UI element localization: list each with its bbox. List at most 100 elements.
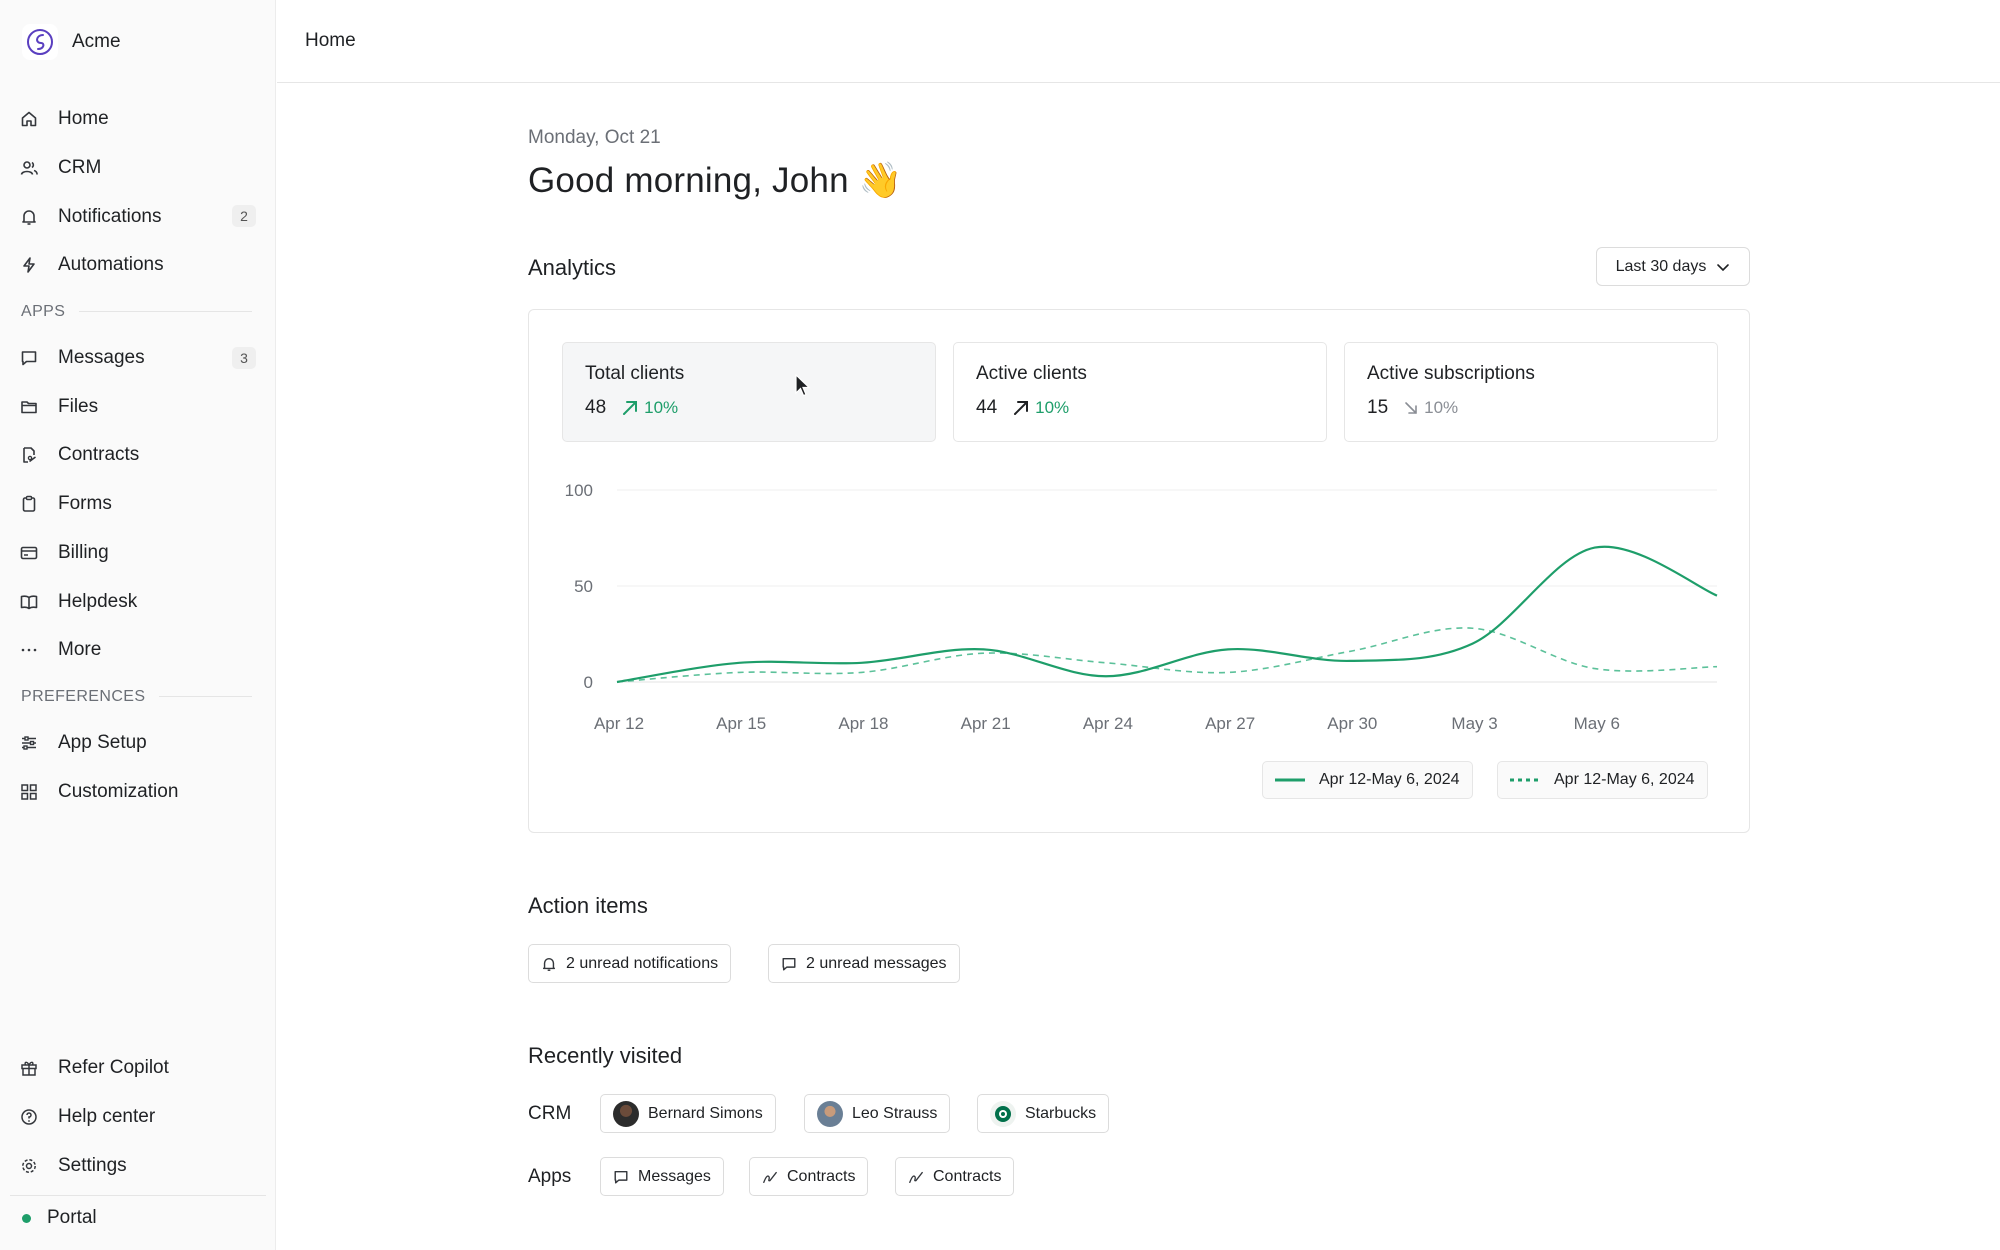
sidebar-item-contracts[interactable]: Contracts xyxy=(10,431,266,480)
unread-notifications-button[interactable]: 2 unread notifications xyxy=(528,944,732,983)
section-divider xyxy=(79,311,252,313)
sidebar-item-label: Home xyxy=(58,108,109,130)
signature-icon xyxy=(909,1171,923,1183)
apps-section-label: APPS xyxy=(10,290,266,334)
stat-label: Active clients xyxy=(976,363,1087,384)
sidebar-item-label: Forms xyxy=(58,493,112,515)
series-line-dashed xyxy=(616,627,1718,683)
sidebar-item-label: Automations xyxy=(58,254,164,276)
stat-label: Active subscriptions xyxy=(1367,363,1535,384)
sidebar-item-label: Settings xyxy=(58,1154,127,1176)
sliders-icon xyxy=(20,732,48,754)
legend-item-dashed[interactable]: Apr 12-May 6, 2024 xyxy=(1497,761,1708,799)
sidebar-item-settings[interactable]: Settings xyxy=(10,1141,266,1190)
section-label-text: APPS xyxy=(21,302,66,320)
portal-status-dot xyxy=(22,1213,31,1223)
x-tick-label: Apr 30 xyxy=(1327,714,1377,733)
arrow-down-right-icon xyxy=(1405,402,1417,414)
analytics-title: Analytics xyxy=(528,255,617,280)
legend-item-solid[interactable]: Apr 12-May 6, 2024 xyxy=(1262,761,1473,799)
sidebar-item-refer-copilot[interactable]: Refer Copilot xyxy=(10,1044,266,1093)
sidebar-item-forms[interactable]: Forms xyxy=(10,480,266,529)
sidebar-item-customization[interactable]: Customization xyxy=(10,767,266,816)
sidebar-item-label: Helpdesk xyxy=(58,590,138,612)
sidebar-item-help-center[interactable]: Help center xyxy=(10,1093,266,1142)
chip-label: Starbucks xyxy=(1025,1104,1097,1122)
sidebar-item-files[interactable]: Files xyxy=(10,382,266,431)
arrow-up-right-icon xyxy=(1014,401,1029,415)
contract-icon xyxy=(20,444,48,466)
book-icon xyxy=(20,591,48,613)
sidebar-item-more[interactable]: More xyxy=(10,626,266,675)
x-tick-label: Apr 27 xyxy=(1205,714,1255,733)
recent-app-contracts-1[interactable]: Contracts xyxy=(749,1157,869,1196)
y-tick-label: 100 xyxy=(565,481,593,500)
recent-apps-label: Apps xyxy=(528,1166,572,1187)
sidebar-item-messages[interactable]: Messages 3 xyxy=(10,334,266,383)
action-items-title: Action items xyxy=(528,893,648,918)
sidebar-item-label: More xyxy=(58,639,102,661)
sidebar-item-helpdesk[interactable]: Helpdesk xyxy=(10,577,266,626)
stat-active-clients[interactable]: Active clients 44 10% xyxy=(953,342,1327,442)
sidebar-item-billing[interactable]: Billing xyxy=(10,529,266,578)
stat-active-subscriptions[interactable]: Active subscriptions 15 10% xyxy=(1344,342,1718,442)
x-tick-label: May 3 xyxy=(1451,714,1497,733)
series-line-solid xyxy=(616,545,1718,684)
gear-icon xyxy=(20,1155,48,1177)
bell-icon xyxy=(542,957,556,971)
mouse-cursor-icon xyxy=(795,374,811,397)
current-date: Monday, Oct 21 xyxy=(528,127,661,148)
folder-icon xyxy=(20,396,48,418)
sidebar-item-home[interactable]: Home xyxy=(10,95,266,144)
stat-value: 15 xyxy=(1367,397,1389,418)
message-icon xyxy=(782,957,796,970)
brand[interactable]: Acme xyxy=(22,24,121,60)
page-title: Home xyxy=(305,30,356,51)
stat-change: 10% xyxy=(1424,398,1459,417)
stat-value: 48 xyxy=(585,397,607,418)
sidebar-item-automations[interactable]: Automations xyxy=(10,241,266,290)
portal-label: Portal xyxy=(47,1207,97,1228)
help-circle-icon xyxy=(20,1106,48,1128)
greeting-heading: Good morning, John 👋 xyxy=(528,161,903,200)
date-range-label: Last 30 days xyxy=(1615,257,1707,275)
date-range-dropdown[interactable]: Last 30 days xyxy=(1596,247,1750,286)
recent-crm-bernard-simons[interactable]: Bernard Simons xyxy=(600,1094,776,1133)
analytics-line-chart: 0 50 100 Apr 12 Apr 15 Apr 18 Apr 21 Apr 24 Apr … xyxy=(565,481,1718,733)
recent-crm-leo-strauss[interactable]: Leo Strauss xyxy=(804,1094,951,1133)
chip-label: Contracts xyxy=(933,1167,1002,1185)
x-tick-label: Apr 24 xyxy=(1083,714,1133,733)
acme-logo-icon xyxy=(22,24,58,60)
sidebar-item-label: Files xyxy=(58,395,99,417)
x-tick-label: Apr 15 xyxy=(716,714,766,733)
recent-crm-starbucks[interactable]: Starbucks xyxy=(977,1094,1110,1133)
sidebar-item-app-setup[interactable]: App Setup xyxy=(10,719,266,768)
sidebar-item-label: Customization xyxy=(58,780,179,802)
x-tick-label: Apr 18 xyxy=(838,714,888,733)
recent-app-contracts-2[interactable]: Contracts xyxy=(895,1157,1015,1196)
stat-total-clients[interactable]: Total clients 48 10% xyxy=(562,342,936,442)
section-label-text: PREFERENCES xyxy=(21,687,146,705)
recently-visited-title: Recently visited xyxy=(528,1043,683,1068)
legend-label: Apr 12-May 6, 2024 xyxy=(1554,771,1695,788)
ellipsis-icon xyxy=(20,639,48,661)
chip-label: 2 unread notifications xyxy=(566,954,719,972)
chip-label: Messages xyxy=(638,1167,711,1185)
sidebar-item-label: Billing xyxy=(58,541,109,563)
analytics-card: Total clients 48 10% Active clients 44 1… xyxy=(528,309,1750,833)
sidebar-item-label: Contracts xyxy=(58,444,140,466)
sidebar-item-crm[interactable]: CRM xyxy=(10,144,266,193)
sidebar-item-notifications[interactable]: Notifications 2 xyxy=(10,192,266,241)
users-icon xyxy=(20,157,48,179)
unread-messages-button[interactable]: 2 unread messages xyxy=(768,944,960,983)
stat-trend: 10% xyxy=(1402,398,1458,418)
x-tick-label: May 6 xyxy=(1574,714,1620,733)
avatar-icon xyxy=(613,1100,639,1127)
arrow-up-right-icon xyxy=(623,401,638,415)
recent-app-messages[interactable]: Messages xyxy=(600,1157,724,1196)
stat-value: 44 xyxy=(976,397,998,418)
section-divider xyxy=(159,696,252,698)
portal-link[interactable]: Portal xyxy=(22,1207,97,1229)
card-icon xyxy=(20,542,48,564)
sidebar-item-label: Refer Copilot xyxy=(58,1057,169,1079)
